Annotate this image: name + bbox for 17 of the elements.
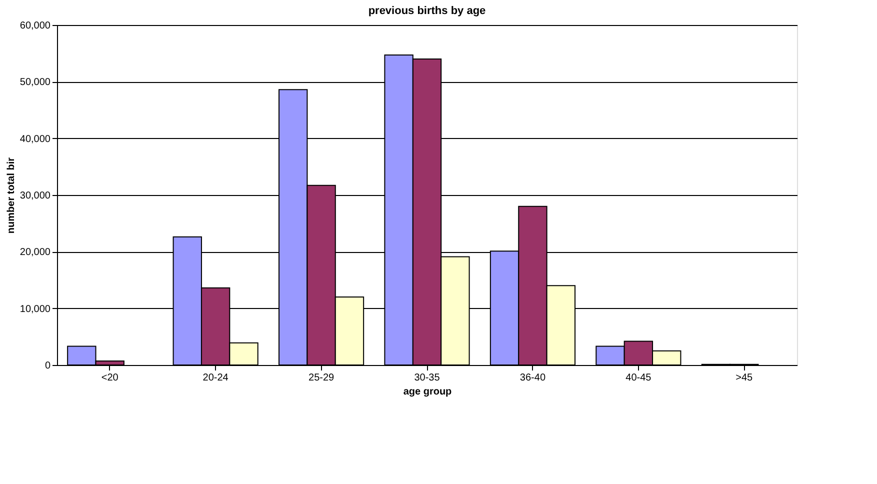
x-tick-label: 30-35 xyxy=(414,372,440,384)
x-tick-label: 40-45 xyxy=(626,372,652,384)
x-tick-label: 20-24 xyxy=(202,372,229,384)
x-tick-label: >45 xyxy=(736,372,754,384)
x-tick-label: 25-29 xyxy=(308,372,335,384)
x-axis-title: age group xyxy=(403,386,452,398)
y-tick-label: 60,000 xyxy=(20,20,51,32)
x-tick-label: <20 xyxy=(101,372,119,384)
x-tick-label: 36-40 xyxy=(520,372,546,384)
y-tick-label: 10,000 xyxy=(20,304,51,315)
y-tick-label: 20,000 xyxy=(20,247,51,258)
y-tick-label: 40,000 xyxy=(20,134,51,145)
y-tick-label: 30,000 xyxy=(20,190,51,202)
y-tick-label: 0 xyxy=(44,360,51,372)
chart-title: previous births by age xyxy=(368,5,486,17)
y-tick-label: 50,000 xyxy=(20,77,51,88)
y-axis-title: number total bir xyxy=(6,157,17,234)
